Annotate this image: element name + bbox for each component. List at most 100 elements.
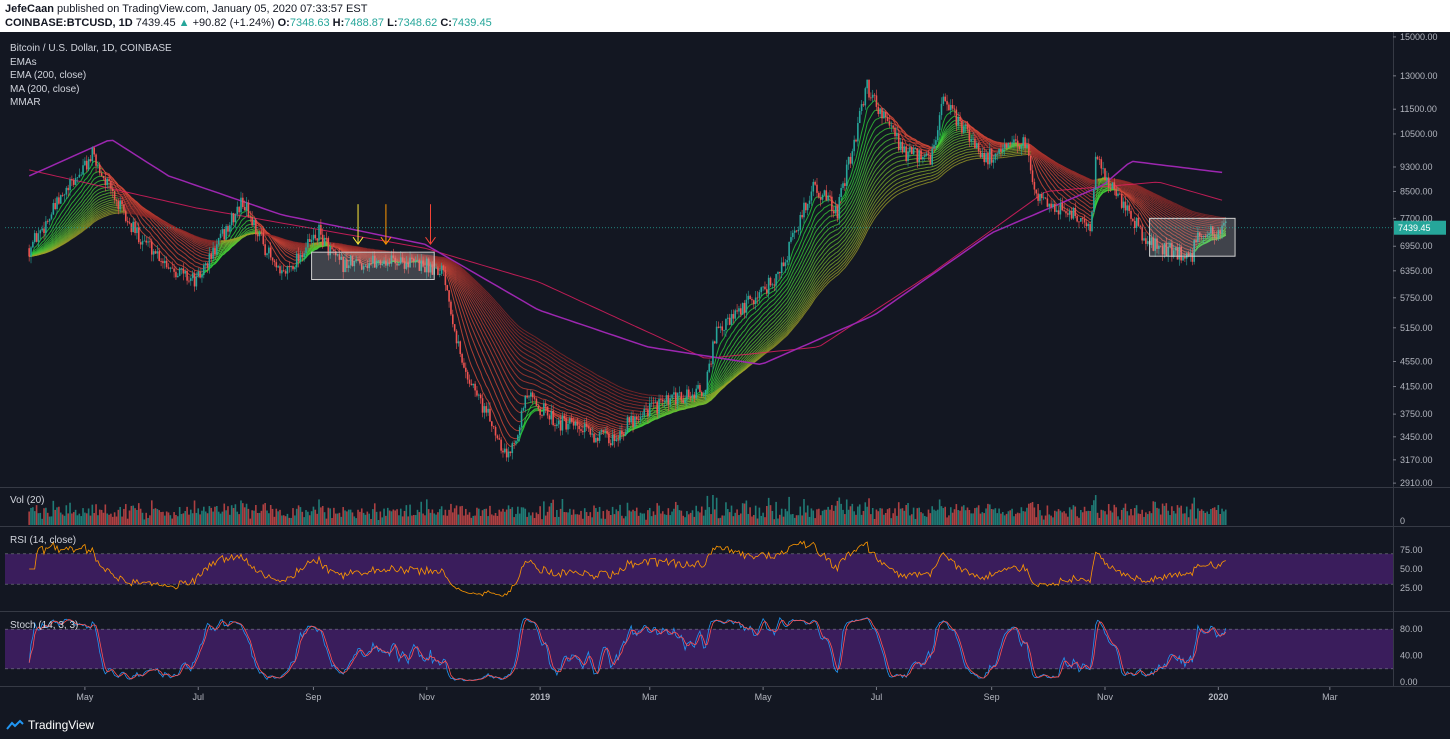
candle-body [923, 155, 926, 157]
volume-bar [65, 505, 68, 525]
volume-bar [104, 504, 107, 525]
volume-bar [98, 509, 101, 525]
candle-body [1154, 238, 1156, 251]
candle-body [366, 265, 369, 269]
volume-bar [422, 513, 424, 525]
volume-bar [522, 507, 525, 525]
candle-body [862, 104, 865, 106]
candle-body [587, 426, 590, 429]
last-price-label: 7439.45 [1398, 223, 1431, 233]
volume-bar [152, 508, 155, 525]
candle-body [953, 108, 956, 110]
volume-bar [221, 511, 224, 525]
candle-body [832, 211, 835, 214]
candle-body [333, 249, 335, 252]
candle-body [1111, 182, 1114, 189]
candle-body [619, 430, 621, 441]
tradingview-logo[interactable]: TradingView [6, 718, 94, 732]
volume-bar [634, 511, 636, 525]
legend-ma200[interactable]: MA (200, close) [10, 83, 80, 95]
stoch-pane-label[interactable]: Stoch (14, 3, 3) [10, 620, 79, 631]
volume-bar [67, 513, 69, 525]
mmar-ema-line [972, 134, 1013, 145]
volume-bar [985, 508, 987, 525]
candle-body [178, 268, 181, 276]
candle-body [1048, 203, 1051, 207]
volume-bar [502, 508, 504, 525]
volume-bar [333, 507, 335, 525]
candle-body [647, 409, 649, 417]
volume-bar [713, 509, 716, 525]
volume-bar [936, 509, 939, 525]
candle-body [687, 389, 690, 397]
volume-bar [836, 500, 839, 525]
candle-body [1197, 232, 1199, 242]
candle-body [418, 260, 421, 271]
candle-body [232, 213, 235, 223]
volume-bar [1074, 506, 1077, 525]
volume-bar [559, 508, 562, 525]
candle-body [43, 228, 45, 234]
candle-body [1217, 230, 1220, 238]
candle-body [478, 394, 480, 396]
mmar-ema-line [915, 151, 935, 154]
volume-bar [702, 515, 705, 525]
volume-bar [892, 513, 894, 525]
candle-body [1156, 238, 1158, 249]
candle-body [801, 214, 803, 218]
footer: TradingView [0, 712, 1450, 739]
volume-bar [641, 513, 644, 525]
time-tick-label: 2020 [1208, 692, 1228, 702]
candle-body [336, 254, 339, 256]
candle-body [561, 415, 564, 431]
volume-bar [329, 508, 331, 525]
volume-bar [1185, 506, 1188, 525]
legend-title[interactable]: Bitcoin / U.S. Dollar, 1D, COINBASE [10, 43, 172, 54]
volume-bar [994, 508, 997, 525]
volume-bar [628, 510, 631, 525]
mmar-ribbon [28, 100, 1227, 447]
volume-bar [528, 512, 530, 525]
volume-bar [974, 508, 976, 525]
candle-body [777, 271, 779, 275]
candle-body [979, 151, 982, 158]
rsi-pane-label[interactable]: RSI (14, close) [10, 535, 77, 546]
candle-body [699, 385, 701, 392]
candle-body [907, 151, 909, 161]
candle-body [1172, 250, 1175, 257]
candle-body [860, 104, 863, 112]
volume-bar [255, 505, 257, 525]
candle-body [740, 308, 742, 315]
candle-body [470, 383, 473, 386]
author-name[interactable]: JefeCaan [5, 3, 54, 15]
candle-body [1122, 201, 1125, 208]
legend-emas[interactable]: EMAs [10, 56, 37, 68]
candle-body [702, 394, 705, 396]
candle-body [329, 247, 331, 256]
volume-bar [753, 514, 755, 525]
legend-ema200[interactable]: EMA (200, close) [10, 70, 87, 82]
volume-bar [578, 514, 580, 525]
volume-bar [966, 507, 969, 525]
volume-bar [518, 513, 521, 525]
volume-bar [366, 511, 369, 525]
candle-body [1215, 237, 1218, 239]
volume-pane-label[interactable]: Vol (20) [10, 495, 45, 506]
volume-bar [448, 509, 450, 525]
price-tick-label: 4550.00 [1400, 357, 1433, 367]
candle-body [981, 152, 984, 158]
candle-body [67, 187, 69, 191]
volume-bar [860, 514, 863, 525]
candle-body [1174, 247, 1177, 251]
price-chart[interactable]: 7439.45 2910.00 3170.00 3450.00 3750.00 4150.… [0, 32, 1450, 712]
legend-mmar[interactable]: MMAR [10, 97, 41, 109]
candle-body [879, 108, 881, 114]
volume-bar [925, 516, 928, 525]
volume-bar [769, 505, 772, 525]
volume-bar [1221, 508, 1223, 525]
candle-body [1072, 208, 1075, 219]
volume-bar [412, 514, 415, 525]
volume-bar [1044, 515, 1047, 525]
volume-bar [736, 509, 738, 525]
volume-bar [1080, 509, 1082, 525]
